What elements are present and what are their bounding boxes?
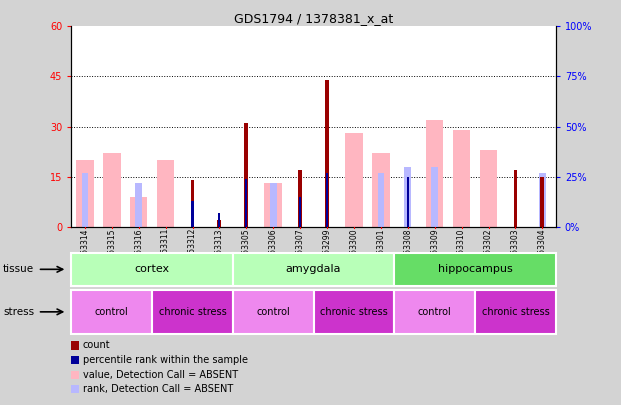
Text: chronic stress: chronic stress (158, 307, 227, 317)
Text: GSM53304: GSM53304 (538, 228, 547, 270)
Text: GSM53310: GSM53310 (457, 228, 466, 270)
Text: percentile rank within the sample: percentile rank within the sample (83, 355, 248, 365)
Bar (432, 167, 438, 227)
Text: tissue: tissue (3, 264, 34, 274)
Text: GSM53306: GSM53306 (269, 228, 278, 270)
Text: GSM53302: GSM53302 (484, 228, 493, 270)
Bar (71, 290, 152, 334)
Text: stress: stress (3, 307, 34, 317)
Text: GSM53309: GSM53309 (430, 228, 439, 270)
Text: hippocampus: hippocampus (438, 264, 512, 274)
Bar (426, 120, 443, 227)
Bar (325, 80, 329, 227)
Text: amygdala: amygdala (286, 264, 342, 274)
Bar (539, 173, 546, 227)
Bar (191, 180, 194, 227)
Bar (326, 173, 328, 227)
Bar (245, 123, 248, 227)
Text: chronic stress: chronic stress (481, 307, 550, 317)
Bar (103, 153, 120, 227)
Bar (265, 183, 282, 227)
Bar (191, 201, 194, 227)
Bar (219, 213, 220, 227)
Text: GSM53314: GSM53314 (80, 228, 89, 270)
Text: control: control (418, 307, 451, 317)
Bar (135, 183, 142, 227)
Bar (372, 153, 389, 227)
Bar (233, 290, 314, 334)
Text: control: control (95, 307, 129, 317)
Text: chronic stress: chronic stress (320, 307, 388, 317)
Bar (299, 197, 301, 227)
Text: GSM53303: GSM53303 (511, 228, 520, 270)
Bar (345, 133, 363, 227)
Text: control: control (256, 307, 290, 317)
Text: GSM53299: GSM53299 (322, 228, 332, 270)
Bar (157, 160, 175, 227)
Text: rank, Detection Call = ABSENT: rank, Detection Call = ABSENT (83, 384, 233, 394)
Bar (245, 179, 247, 227)
Text: GSM53305: GSM53305 (242, 228, 251, 270)
Bar (475, 290, 556, 334)
Text: cortex: cortex (135, 264, 170, 274)
Text: GSM53313: GSM53313 (215, 228, 224, 270)
Text: GSM53312: GSM53312 (188, 228, 197, 269)
Text: GSM53300: GSM53300 (350, 228, 358, 270)
Bar (152, 290, 233, 334)
Text: GSM53308: GSM53308 (403, 228, 412, 270)
Text: GDS1794 / 1378381_x_at: GDS1794 / 1378381_x_at (234, 12, 393, 25)
Bar (76, 160, 94, 227)
Text: GSM53311: GSM53311 (161, 228, 170, 269)
Text: GSM53301: GSM53301 (376, 228, 386, 270)
Text: count: count (83, 341, 110, 350)
Bar (130, 197, 147, 227)
Bar (453, 130, 470, 227)
Bar (314, 290, 394, 334)
Bar (233, 253, 394, 286)
Bar (378, 173, 384, 227)
Bar (270, 183, 276, 227)
Bar (81, 173, 88, 227)
Bar (71, 253, 233, 286)
Bar (540, 177, 544, 227)
Text: GSM53315: GSM53315 (107, 228, 116, 270)
Bar (514, 170, 517, 227)
Bar (480, 150, 497, 227)
Bar (394, 290, 475, 334)
Text: GSM53316: GSM53316 (134, 228, 143, 270)
Text: value, Detection Call = ABSENT: value, Detection Call = ABSENT (83, 370, 238, 379)
Bar (217, 220, 221, 227)
Bar (407, 177, 409, 227)
Bar (404, 167, 411, 227)
Bar (298, 170, 302, 227)
Text: GSM53307: GSM53307 (296, 228, 305, 270)
Bar (394, 253, 556, 286)
